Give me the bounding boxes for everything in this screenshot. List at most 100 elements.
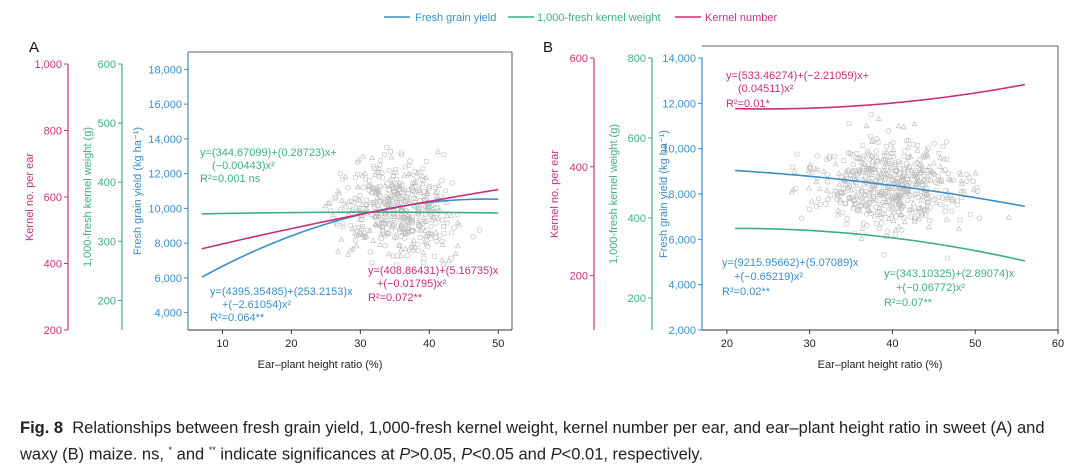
- scatter-point: [388, 223, 395, 230]
- scatter-point: [790, 186, 797, 193]
- scatter-point: [880, 192, 887, 198]
- scatter-point: [401, 235, 408, 241]
- scatter-point: [868, 195, 875, 201]
- panel-letter: A: [29, 39, 39, 56]
- scatter-point: [793, 186, 799, 192]
- scatter-point: [895, 197, 900, 202]
- scatter-point: [926, 223, 932, 230]
- scatter-point: [914, 175, 920, 181]
- scatter-point: [901, 154, 907, 159]
- scatter-point: [859, 225, 866, 231]
- scatter-point: [470, 234, 477, 240]
- scatter-point: [439, 241, 446, 247]
- scatter-point: [349, 245, 356, 252]
- scatter-point: [893, 213, 899, 220]
- scatter-point: [325, 200, 332, 206]
- scatter-point: [897, 211, 904, 218]
- scatter-point: [372, 188, 379, 194]
- scatter-point: [850, 182, 857, 188]
- scatter-point: [424, 234, 430, 239]
- scatter-point: [389, 223, 395, 229]
- scatter-point: [892, 226, 899, 233]
- scatter-point: [359, 212, 366, 219]
- scatter-point: [451, 225, 457, 231]
- scatter-point: [901, 167, 908, 173]
- scatter-point: [338, 236, 345, 242]
- scatter-point: [387, 217, 393, 223]
- scatter-point: [876, 208, 883, 215]
- scatter-point: [918, 197, 925, 203]
- scatter-point: [428, 223, 434, 230]
- equation-line-1: y=(4395.35485)+(253.2153)x: [210, 286, 353, 298]
- scatter-point: [330, 211, 337, 218]
- caption-symbol: **: [208, 445, 216, 455]
- scatter-point: [846, 183, 853, 189]
- scatter-point: [398, 252, 405, 258]
- y-tick-label: 12,000: [662, 98, 696, 110]
- scatter-point: [398, 226, 404, 231]
- scatter-point: [831, 188, 837, 194]
- scatter-point: [864, 148, 871, 155]
- scatter-point: [394, 185, 400, 191]
- scatter-point: [914, 147, 921, 153]
- x-axis-label: Ear–plant height ratio (%): [818, 359, 943, 371]
- scatter-point: [825, 196, 831, 202]
- scatter-point: [816, 185, 823, 191]
- scatter-point: [870, 162, 876, 169]
- scatter-point: [407, 158, 413, 164]
- scatter-point: [859, 189, 865, 195]
- scatter-point: [382, 232, 388, 239]
- scatter-point: [1005, 214, 1012, 220]
- scatter-point: [400, 189, 407, 195]
- scatter-point: [846, 121, 852, 126]
- scatter-point: [805, 185, 812, 191]
- scatter-point: [881, 153, 888, 159]
- scatter-point: [393, 183, 399, 189]
- scatter-point: [385, 230, 391, 237]
- scatter-point: [832, 160, 839, 167]
- equation-weight: y=(343.10325)+(2.89074)x +(−0.06772)x² R…: [884, 268, 1015, 309]
- scatter-point: [921, 173, 927, 179]
- scatter-point: [908, 167, 915, 173]
- scatter-point: [375, 165, 382, 171]
- scatter-point: [923, 182, 929, 188]
- scatter-point: [408, 217, 414, 222]
- scatter-point: [402, 245, 409, 251]
- scatter-point: [439, 178, 445, 184]
- scatter-point: [813, 178, 820, 185]
- scatter-point: [845, 166, 852, 172]
- caption-italic: P: [399, 445, 411, 464]
- scatter-point: [396, 225, 403, 232]
- scatter-point: [939, 195, 946, 201]
- equation-line-1: y=(343.10325)+(2.89074)x: [884, 268, 1015, 280]
- scatter-point: [909, 196, 915, 202]
- scatter-point: [833, 196, 840, 202]
- scatter-point: [866, 172, 872, 178]
- scatter-point: [805, 167, 812, 173]
- scatter-point: [905, 143, 911, 150]
- scatter-point: [923, 212, 929, 218]
- scatter-point: [376, 162, 383, 168]
- x-tick-label: 60: [1052, 338, 1064, 350]
- scatter-point: [401, 172, 408, 178]
- scatter-point: [422, 232, 429, 238]
- scatter-point: [873, 204, 879, 210]
- scatter-point: [376, 187, 382, 193]
- scatter-point: [916, 157, 923, 163]
- scatter-point: [860, 181, 867, 187]
- x-tick-label: 20: [285, 338, 297, 350]
- scatter-point: [868, 166, 875, 173]
- equation-yield: y=(4395.35485)+(253.2153)x +(−2.61054)x²…: [210, 286, 353, 324]
- scatter-point: [929, 168, 936, 174]
- scatter-point: [835, 207, 842, 213]
- scatter-point: [352, 225, 358, 231]
- scatter-point: [828, 193, 833, 199]
- scatter-point: [422, 227, 429, 233]
- equation-weight: y=(344.67099)+(0.28723)x+ (−0.00443)x² R…: [200, 147, 337, 185]
- scatter-point: [877, 226, 882, 231]
- scatter-point: [402, 220, 409, 226]
- scatter-point: [921, 206, 928, 212]
- scatter-point: [372, 166, 377, 171]
- scatter-point: [933, 199, 940, 205]
- scatter-point: [432, 229, 439, 235]
